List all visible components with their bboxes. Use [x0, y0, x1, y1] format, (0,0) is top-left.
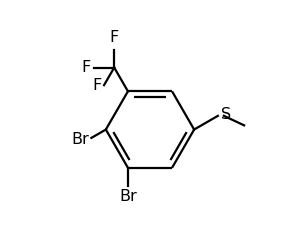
Text: F: F: [82, 60, 91, 75]
Text: S: S: [221, 107, 231, 122]
Text: F: F: [92, 78, 101, 93]
Text: Br: Br: [71, 132, 89, 147]
Text: F: F: [110, 30, 119, 45]
Text: Br: Br: [119, 189, 137, 204]
